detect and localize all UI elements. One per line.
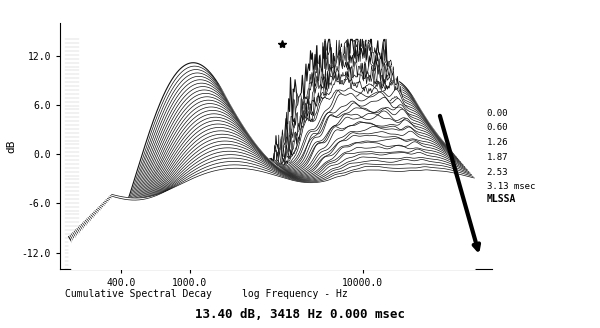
Text: Cumulative Spectral Decay: Cumulative Spectral Decay [65,290,212,299]
Text: 1.26: 1.26 [487,138,508,147]
Text: 1.87: 1.87 [487,153,508,162]
Text: 0.60: 0.60 [487,123,508,133]
Text: 3.13 msec: 3.13 msec [487,182,535,192]
Text: log Frequency - Hz: log Frequency - Hz [242,290,347,299]
Y-axis label: dB: dB [6,139,16,153]
Text: 0.00: 0.00 [487,109,508,118]
Text: 2.53: 2.53 [487,168,508,177]
Text: MLSSA: MLSSA [487,194,516,204]
Text: 13.40 dB, 3418 Hz 0.000 msec: 13.40 dB, 3418 Hz 0.000 msec [195,308,405,321]
